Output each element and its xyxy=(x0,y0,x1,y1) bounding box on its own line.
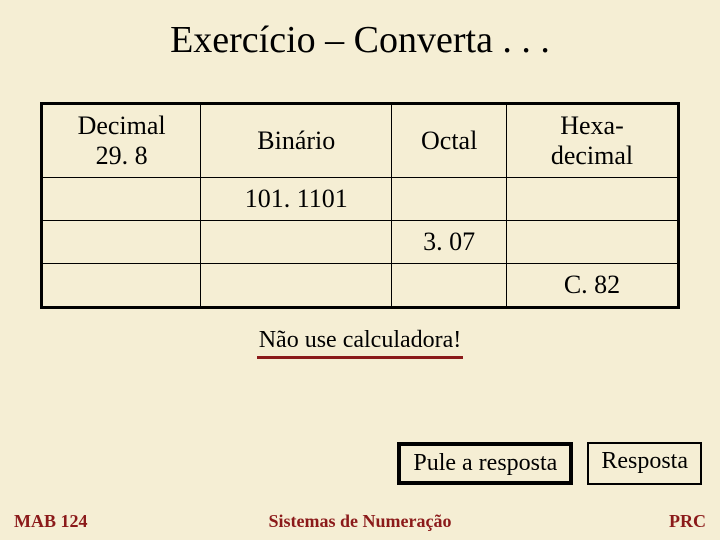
footer-right: PRC xyxy=(669,511,706,532)
cell xyxy=(42,221,201,264)
col-header-binario: Binário xyxy=(201,104,392,178)
cell xyxy=(42,264,201,308)
cell xyxy=(507,221,679,264)
cell-binario-value: 101. 1101 xyxy=(201,178,392,221)
table-row: 101. 1101 xyxy=(42,178,679,221)
footer-center: Sistemas de Numeração xyxy=(0,511,720,532)
cell xyxy=(392,264,507,308)
slide-title: Exercício – Converta . . . xyxy=(0,0,720,62)
cell-hexa-value: C. 82 xyxy=(507,264,679,308)
col-header-hexa: Hexa-decimal xyxy=(507,104,679,178)
cell xyxy=(201,221,392,264)
col-header-octal: Octal xyxy=(392,104,507,178)
cell-decimal-value: 29. 8 xyxy=(96,141,148,170)
cell xyxy=(392,178,507,221)
buttons-row: Pule a resposta Resposta xyxy=(397,442,702,485)
conversion-table: Decimal 29. 8 Binário Octal Hexa-decimal… xyxy=(40,102,680,309)
cell-octal-value: 3. 07 xyxy=(392,221,507,264)
cell xyxy=(42,178,201,221)
conversion-table-wrap: Decimal 29. 8 Binário Octal Hexa-decimal… xyxy=(40,102,680,309)
header-decimal-line1: Decimal xyxy=(78,111,166,140)
cell xyxy=(507,178,679,221)
table-row: C. 82 xyxy=(42,264,679,308)
table-row: 3. 07 xyxy=(42,221,679,264)
footer: MAB 124 Sistemas de Numeração PRC xyxy=(0,504,720,532)
skip-answer-button[interactable]: Pule a resposta xyxy=(397,442,573,485)
note-line: Não use calculadora! xyxy=(0,327,720,359)
cell xyxy=(201,264,392,308)
note-text: Não use calculadora! xyxy=(257,327,464,359)
answer-button[interactable]: Resposta xyxy=(587,442,702,485)
col-header-decimal: Decimal 29. 8 xyxy=(42,104,201,178)
